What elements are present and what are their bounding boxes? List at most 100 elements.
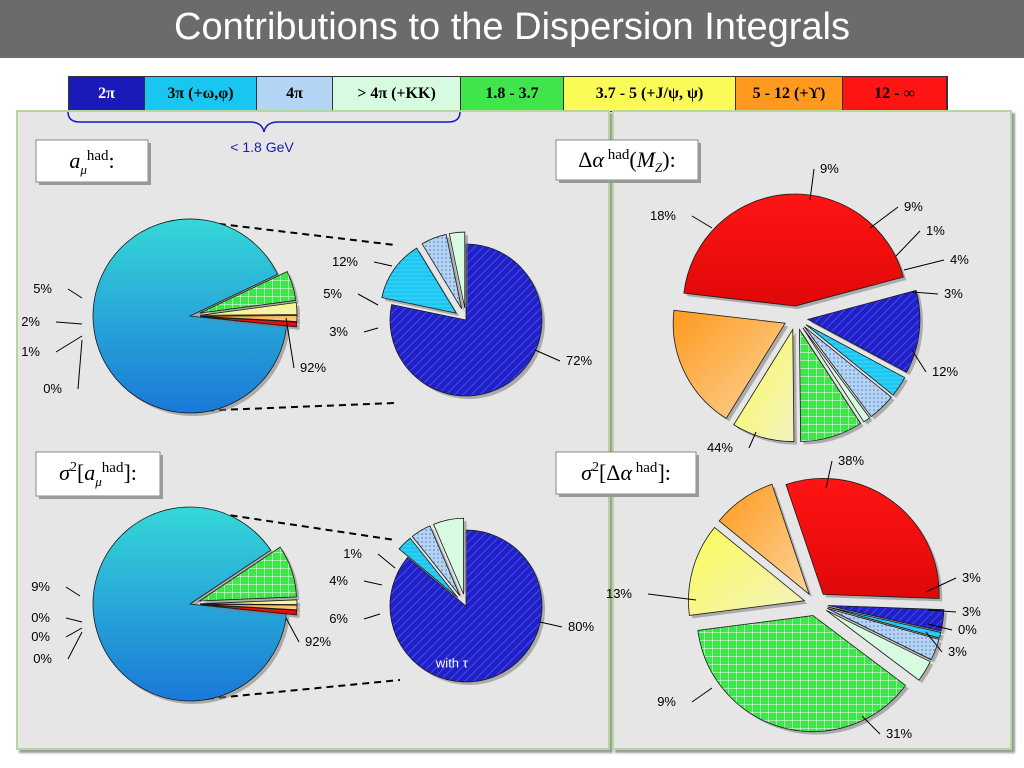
energy-range-legend: 2π 3π (+ω,φ) 4π > 4π (+KK) 1.8 - 3.7 3.7… <box>68 76 948 112</box>
pie-2-label-2: 4% <box>950 252 969 267</box>
pie-3-slice-12 <box>199 604 298 616</box>
pie-3-label-4: 0% <box>33 651 52 666</box>
pie-chart-0: 92% 5% 2% 1% 0% <box>21 218 326 417</box>
pie-5-slice-1-8-3-7 <box>697 615 907 732</box>
pie-3-slice-3-7-5-j <box>199 599 298 605</box>
pie-4-slice-4 <box>411 525 461 596</box>
pie-3-slice-1-8-3-7 <box>198 546 297 602</box>
pie-2-label-1: 3% <box>944 286 963 301</box>
pie-0-label-1: 5% <box>33 281 52 296</box>
pie-chart-3: 92% 9% 0% 0% 0% <box>31 506 331 704</box>
pie-0-label-2: 2% <box>21 314 40 329</box>
pie-1-slice-3 <box>381 247 458 314</box>
pie-0-slice-3-7-5-j <box>199 302 298 316</box>
pie-4-label-0: 80% <box>568 619 594 634</box>
pie-1-leader-0 <box>534 349 561 362</box>
pie-2-leader-3 <box>895 230 921 257</box>
pie-0-slice-1-8-gev <box>92 218 287 414</box>
pie-0-leader-1 <box>67 288 83 299</box>
pie-0-label-0: 92% <box>300 360 326 375</box>
pie-5-slice-2 <box>827 605 945 632</box>
pie-2-leader-0 <box>911 349 927 373</box>
pie-0-shadow-12 <box>202 319 300 330</box>
title-box-sigma-delta-alpha: σ2[Δα had]: <box>555 451 699 497</box>
title-box-sigma-a-mu: σ2[aμhad]: <box>35 451 163 499</box>
pie-1-slice-4 <box>421 233 462 310</box>
pie-1-leader-2 <box>357 293 379 306</box>
legend-3pi: 3π (+ω,φ) <box>145 77 257 111</box>
pie-3-leader-4 <box>67 631 83 660</box>
pie-5-leader-4 <box>825 460 833 489</box>
pie-3-slice-5-12 <box>199 603 298 611</box>
with-tau-label: with τ <box>435 656 469 671</box>
pie-5-label-2: 3% <box>962 604 981 619</box>
pie-5-label-5: 13% <box>606 586 632 601</box>
legend-12-inf: 12 - ∞ <box>843 77 947 111</box>
legend-gt4pi: > 4π (+KK) <box>333 77 461 111</box>
pie-2-label-3: 1% <box>926 223 945 238</box>
pie-5-leader-5 <box>647 593 697 601</box>
pie-2-leader-7 <box>748 431 757 449</box>
pie-4-leader-3 <box>363 613 381 620</box>
brace <box>67 111 461 133</box>
connector-bottom-lower <box>194 679 401 701</box>
pie-2-slice-4-kk <box>802 327 871 423</box>
pie-1-leader-1 <box>373 261 393 267</box>
pie-3-leader-0 <box>285 617 300 643</box>
pie-3-label-3: 0% <box>31 629 50 644</box>
pie-chart-5: 3% 0% 3% 3% 38% 13% 9% 31% <box>606 453 981 741</box>
pie-1-label-3: 3% <box>329 324 348 339</box>
title-bar <box>0 0 1024 58</box>
connector-top-upper <box>194 220 396 246</box>
pie-4-label-2: 4% <box>329 573 348 588</box>
pie-4-slice-2 <box>389 529 543 683</box>
pie-2-label-0: 12% <box>932 364 958 379</box>
pie-2-slice-3-7-5-j <box>733 328 795 442</box>
brace-label: < 1.8 GeV <box>230 139 294 155</box>
pie-2-label-6: 18% <box>650 208 676 223</box>
pie-chart-2: 12%3%4%1%9%9%18%44% <box>650 161 969 455</box>
pie-2-label-4: 9% <box>904 199 923 214</box>
pie-4-label-3: 6% <box>329 611 348 626</box>
pie-5-label-6: 9% <box>657 694 676 709</box>
pie-5-leader-7 <box>861 715 881 735</box>
pie-5-leader-2 <box>927 609 957 613</box>
pie-5-slice-3-7-5-j <box>688 526 806 616</box>
pie-3-leader-3 <box>65 627 83 638</box>
sigma-a-mu-title: σ2[aμhad]: <box>59 460 137 489</box>
pie-3-leader-2 <box>65 617 83 623</box>
pie-2-leader-6 <box>691 215 713 229</box>
pie-1-label-0: 72% <box>566 353 592 368</box>
pie-2-slice-3 <box>805 324 906 396</box>
pie-5-leader-1 <box>927 623 953 631</box>
pie-3-leader-1 <box>65 586 81 597</box>
pie-2-slice-5-12 <box>672 309 786 419</box>
pie-5-slice-4-kk <box>825 609 931 681</box>
pie-3-label-0: 92% <box>305 634 331 649</box>
pie-5-label-4: 38% <box>838 453 864 468</box>
pie-4-slice-3 <box>398 537 458 598</box>
pie-2-slice-2 <box>806 289 921 373</box>
pie-0-leader-0 <box>285 317 295 369</box>
pie-0-leader-2 <box>55 321 83 325</box>
pie-2-label-5: 9% <box>820 161 839 176</box>
pie-4-leader-1 <box>377 553 396 569</box>
pie-3-slice-1-8-gev <box>92 506 287 702</box>
legend-5-12: 5 - 12 (+ϒ) <box>736 77 843 111</box>
pie-4-label-1: 1% <box>343 546 362 561</box>
pie-1-label-2: 5% <box>323 286 342 301</box>
pie-2-slice-4 <box>803 326 892 418</box>
pie-1-label-1: 12% <box>332 254 358 269</box>
legend-3p7-5: 3.7 - 5 (+J/ψ, ψ) <box>564 77 736 111</box>
pie-5-label-7: 31% <box>886 726 912 741</box>
pie-chart-4: with τ 80% 1% 4% 6% <box>329 517 594 685</box>
pie-0-slice-5-12 <box>199 315 298 322</box>
pie-1-slice-4-kk <box>448 231 466 309</box>
title-box-a-mu: aμhad: <box>35 139 151 185</box>
pie-5-slice-4 <box>827 607 940 661</box>
sigma-delta-alpha-title: σ2[Δα had]: <box>581 460 671 485</box>
pie-5-leader-6 <box>691 687 713 703</box>
pie-5-leader-3 <box>925 577 957 593</box>
a-mu-title: aμhad: <box>69 148 114 177</box>
